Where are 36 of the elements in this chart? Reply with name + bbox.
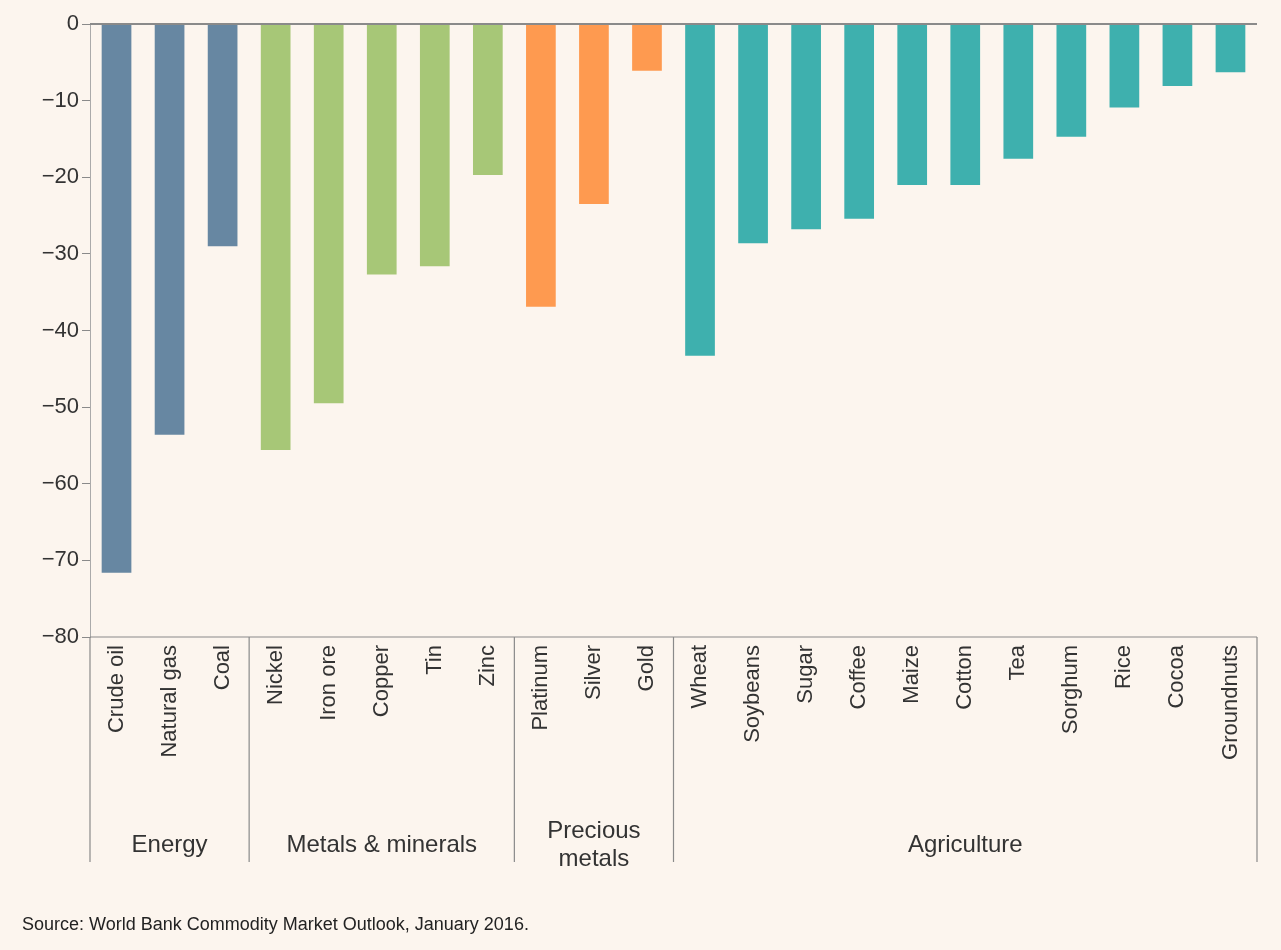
text: Energy — [131, 830, 208, 857]
y-tick-label: −20 — [41, 163, 79, 189]
text: Agriculture — [907, 830, 1023, 857]
x-tick-label: Sorghum — [1057, 645, 1083, 735]
x-tick-label: Copper — [367, 645, 393, 718]
text: Precious metals — [547, 816, 641, 871]
y-tick-label: −80 — [41, 623, 79, 649]
x-tick-label: Soybeans — [739, 645, 765, 743]
x-tick-label: Platinum — [526, 645, 552, 731]
y-tick-label: −60 — [41, 469, 79, 495]
y-tick-label: −30 — [41, 239, 79, 265]
x-tick-label: Gold — [633, 645, 659, 692]
x-tick-label: Silver — [579, 645, 605, 701]
text: Metals & minerals — [286, 830, 478, 857]
x-tick-label: Tea — [1004, 644, 1030, 681]
x-tick-label: Natural gas — [155, 645, 181, 758]
x-tick-label: Cocoa — [1163, 644, 1189, 709]
x-tick-label: Sugar — [792, 645, 818, 704]
x-tick-label: Groundnuts — [1216, 645, 1242, 760]
x-tick-label: Crude oil — [102, 645, 128, 734]
x-tick-label: Rice — [1110, 645, 1136, 690]
x-tick-label: Coffee — [845, 645, 871, 710]
y-tick-label: −70 — [41, 546, 79, 572]
x-tick-label: Iron ore — [314, 645, 340, 721]
x-tick-label: Maize — [898, 645, 924, 704]
y-tick-label: −40 — [41, 316, 79, 342]
x-tick-label: Zinc — [473, 645, 499, 687]
y-tick-label: −10 — [41, 86, 79, 112]
x-tick-label: Tin — [420, 645, 446, 675]
y-tick-label: 0 — [66, 10, 79, 36]
y-tick-label: −50 — [41, 393, 79, 419]
x-tick-label: Wheat — [686, 645, 712, 709]
x-tick-label: Nickel — [261, 645, 287, 705]
x-tick-label: Cotton — [951, 645, 977, 710]
x-tick-label: Coal — [208, 645, 234, 691]
source-note: Source: World Bank Commodity Market Outlook, January 2016. — [22, 914, 529, 934]
